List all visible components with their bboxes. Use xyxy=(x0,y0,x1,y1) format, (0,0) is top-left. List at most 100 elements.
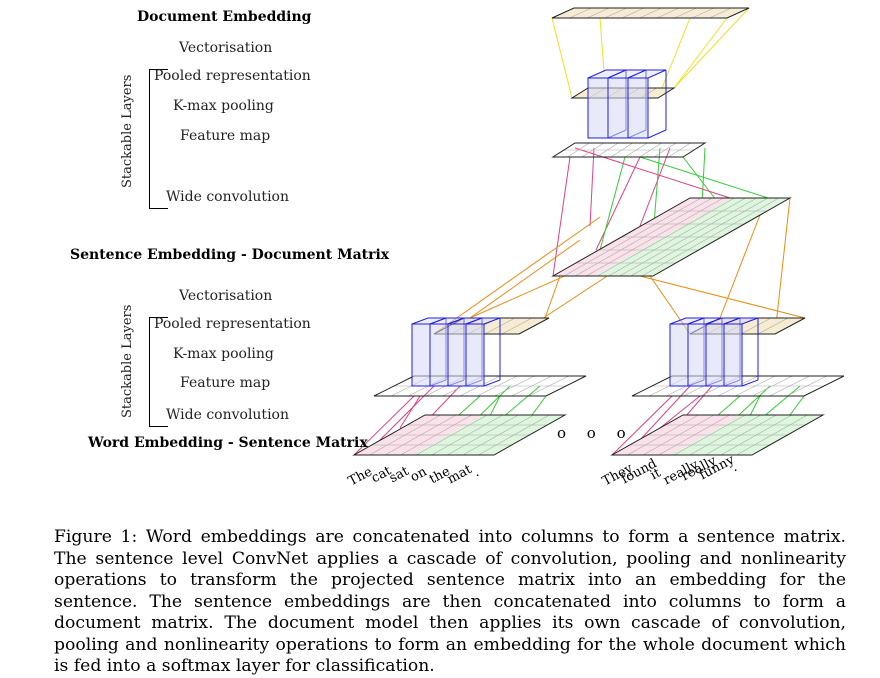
wide-convolution-label-bottom: Wide convolution xyxy=(166,407,289,423)
sent2-kmax-cubes xyxy=(669,317,759,387)
yellow-connector xyxy=(673,17,728,89)
sent1-kmax-cubes-face xyxy=(447,323,467,387)
document-vector-plane-grid xyxy=(674,7,697,19)
sent1-matrix-plane-grid xyxy=(478,414,550,456)
pink-connector xyxy=(399,395,421,429)
doc-feature-plane-grid xyxy=(596,142,619,158)
architecture-diagram xyxy=(352,7,845,456)
pink-connector xyxy=(639,385,691,441)
yellow-connector xyxy=(599,17,605,73)
doc-feature-plane-grid xyxy=(567,142,590,158)
word-embedding-label: Word Embedding - Sentence Matrix xyxy=(88,435,368,451)
document-vector-plane-grid xyxy=(604,7,627,19)
pink-connector xyxy=(595,156,641,251)
sent1-matrix-plane xyxy=(352,414,567,456)
sent2-matrix-plane-grid xyxy=(674,414,746,456)
sent2-pooled-plane-grid xyxy=(757,317,789,335)
green-connector xyxy=(531,395,547,416)
doc-kmax-cubes-face xyxy=(627,77,649,139)
document-matrix-plane-outline xyxy=(551,197,792,277)
yellow-connector xyxy=(673,7,750,89)
sent1-feature-plane-grid xyxy=(528,375,569,397)
sent2-kmax-cubes-face xyxy=(705,323,725,387)
sent1-feature-plane-outline xyxy=(373,375,587,397)
stackable-bracket-top xyxy=(149,69,168,209)
document-vector-plane-grid xyxy=(569,7,592,19)
sent2-feature-plane-outline xyxy=(631,375,845,397)
sent2-feature-plane-grid xyxy=(752,375,793,397)
yellow-connector xyxy=(551,17,573,99)
pink-connector xyxy=(659,395,701,429)
pink-connector xyxy=(589,147,595,227)
kmax-pooling-label-top: K-max pooling xyxy=(173,98,274,114)
doc-feature-plane-grid xyxy=(625,142,648,158)
document-vector-plane-grid xyxy=(639,7,662,19)
pink-connector xyxy=(639,147,671,227)
document-matrix-plane-grid xyxy=(563,197,702,277)
document-matrix-plane xyxy=(551,197,792,277)
sent2-feature-plane-grid xyxy=(786,375,827,397)
orange-connector xyxy=(719,214,761,319)
connector-lines xyxy=(353,7,806,456)
pink-connector xyxy=(353,395,415,456)
sent1-matrix-plane-grid xyxy=(384,414,457,456)
sent1-feature-plane-grid xyxy=(511,375,552,397)
pooled-representation-label-top: Pooled representation xyxy=(154,68,311,84)
stackable-layers-label-bottom: Stackable Layers xyxy=(120,304,135,418)
doc-feature-plane-grid xyxy=(610,142,633,158)
kmax-pooling-label-bottom: K-max pooling xyxy=(173,346,274,362)
sent2-kmax-cubes-face xyxy=(687,323,707,387)
sent2-pooled-plane-grid xyxy=(740,317,772,335)
sent2-feature-plane-grid xyxy=(735,375,776,397)
doc-feature-plane-grid xyxy=(581,142,605,158)
sent1-feature-plane-grid xyxy=(494,375,535,397)
pink-connector xyxy=(611,395,673,456)
sent1-matrix-plane-grid xyxy=(431,414,503,456)
sent2-pooled-plane-outline xyxy=(689,317,806,335)
feature-map-label-top: Feature map xyxy=(180,128,271,144)
pink-connector xyxy=(574,147,731,199)
green-connector xyxy=(682,156,721,206)
sent2-matrix-plane xyxy=(610,414,825,456)
sent2-kmax-cubes-face xyxy=(669,323,689,387)
sent2-matrix-plane-grid xyxy=(689,414,761,456)
wide-convolution-label-top: Wide convolution xyxy=(166,189,289,205)
green-connector xyxy=(639,156,769,199)
sent2-matrix-plane-grid xyxy=(627,414,699,456)
feature-map-label-bottom: Feature map xyxy=(180,375,271,391)
vectorisation-label-bottom: Vectorisation xyxy=(179,288,273,304)
doc-kmax-cubes-face xyxy=(587,77,609,139)
pink-connector xyxy=(379,385,435,441)
sent2-matrix-plane-grid xyxy=(705,414,777,456)
document-matrix-plane-grid xyxy=(630,197,768,277)
sent1-kmax-cubes-face xyxy=(429,323,449,387)
doc-kmax-cubes-face xyxy=(607,77,629,139)
document-matrix-plane-grid xyxy=(575,197,713,277)
sent1-matrix-plane-grid xyxy=(462,414,535,456)
doc-feature-plane-grid xyxy=(639,142,662,158)
sent1-matrix-plane-grid xyxy=(447,414,519,456)
sent1-kmax-cubes xyxy=(411,317,501,387)
doc-feature-plane-grid xyxy=(653,142,677,158)
orange-connector xyxy=(469,239,581,319)
ellipsis: o o o xyxy=(557,424,634,442)
orange-connector xyxy=(544,275,561,319)
sent2-kmax-cubes-edge xyxy=(741,379,759,387)
sent1-matrix-plane-outline xyxy=(352,414,567,456)
doc-kmax-cubes xyxy=(587,69,667,139)
pink-connector xyxy=(552,156,571,277)
document-matrix-plane-grid xyxy=(597,197,735,277)
pooled-representation-label-bottom: Pooled representation xyxy=(154,316,311,332)
document-vector-plane-grid xyxy=(586,7,610,19)
green-connector xyxy=(789,395,805,416)
sent1-pooled-plane-grid xyxy=(501,317,533,335)
document-matrix-plane-grid xyxy=(608,197,746,277)
document-vector-plane-grid xyxy=(709,7,732,19)
sent2-matrix-plane-grid xyxy=(720,414,793,456)
stackable-bracket-bottom xyxy=(149,317,168,427)
doc-feature-plane-grid xyxy=(668,142,691,158)
sent1-kmax-cubes-edge xyxy=(483,379,501,387)
document-vector-plane-grid xyxy=(621,7,645,19)
document-matrix-plane-grid xyxy=(619,197,757,277)
orange-connector xyxy=(433,216,601,335)
